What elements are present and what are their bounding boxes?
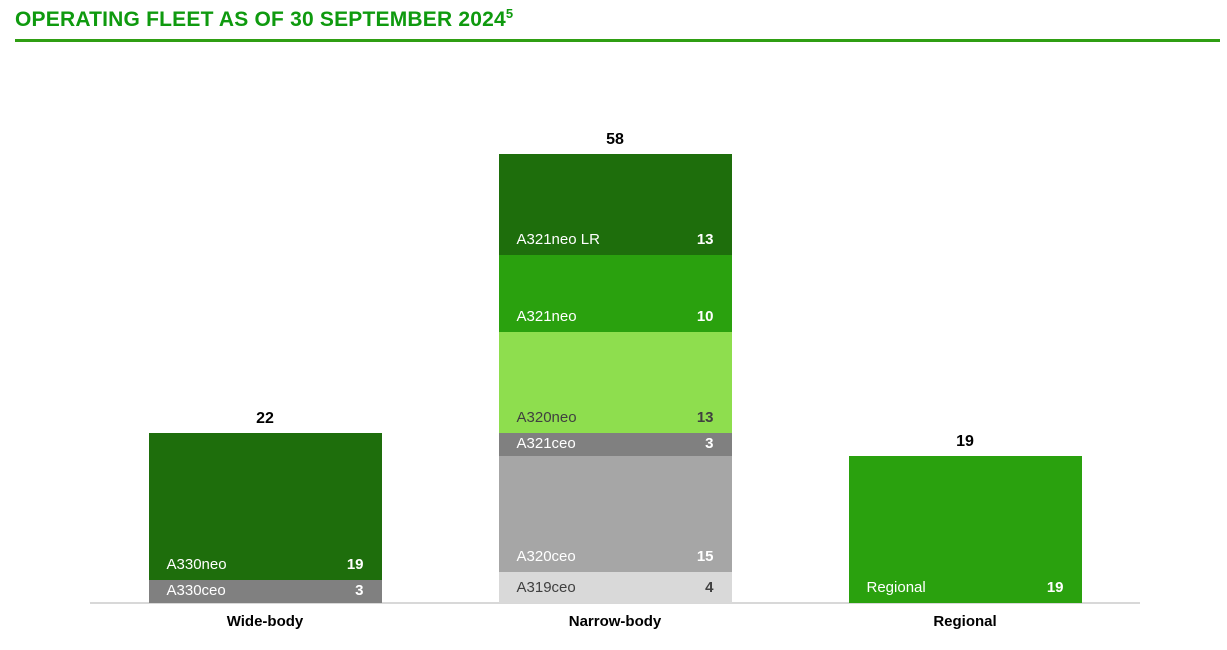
segment-value: 3 — [705, 435, 714, 453]
segment-value: 19 — [1046, 578, 1064, 596]
segment-name: A321ceo — [516, 435, 576, 453]
page-title: OPERATING FLEET AS OF 30 SEPTEMBER 20245 — [15, 6, 514, 32]
bar-total: 58 — [606, 131, 624, 148]
segment-label-row: A330neo 19 — [149, 556, 382, 574]
category-label: Regional — [933, 613, 997, 630]
x-axis-line — [90, 602, 1140, 604]
bar-segment: A320neo 13 — [498, 332, 732, 433]
title-underline — [15, 39, 1220, 42]
segment-label-row: A320neo 13 — [499, 409, 732, 427]
bar-segment: A321neo 10 — [498, 254, 732, 333]
segment-label-row: A319ceo 4 — [499, 579, 732, 597]
segment-value: 10 — [696, 308, 714, 326]
segment-name: A321neo LR — [516, 230, 600, 248]
segment-label-row: A321ceo 3 — [499, 435, 732, 453]
bar-segment: A321neo LR 13 — [498, 154, 732, 255]
segment-name: Regional — [866, 578, 926, 596]
segment-label-row: A321neo LR 13 — [499, 231, 732, 249]
segment-label-row: A321neo 10 — [499, 308, 732, 326]
bar-segment: A320ceo 15 — [498, 455, 732, 573]
segment-value: 4 — [705, 578, 714, 596]
category-label: Wide-body — [226, 613, 304, 630]
bar-total: 19 — [956, 432, 974, 450]
segment-name: A320ceo — [516, 548, 576, 566]
segment-value: 13 — [696, 230, 714, 248]
title-text: OPERATING FLEET AS OF 30 SEPTEMBER 2024 — [15, 8, 506, 31]
title-superscript: 5 — [505, 6, 514, 21]
segment-name: A319ceo — [516, 578, 576, 596]
bar-segment: A319ceo 4 — [498, 572, 732, 603]
segment-label-row: A320ceo 15 — [499, 548, 732, 566]
segment-name: A321neo — [516, 308, 577, 326]
segment-name: A320neo — [516, 408, 577, 426]
segment-value: 15 — [696, 548, 714, 566]
segment-value: 13 — [696, 408, 714, 426]
segment-value: 3 — [355, 582, 364, 600]
bar-segment: Regional 19 — [848, 455, 1082, 603]
segment-label-row: A330ceo 3 — [149, 582, 382, 600]
bar-total: 22 — [256, 409, 274, 427]
bar-segment: A321ceo 3 — [498, 432, 732, 456]
bar-segment: A330neo 19 — [148, 432, 382, 580]
segment-value: 19 — [346, 555, 364, 573]
bar-segment: A330ceo 3 — [148, 579, 382, 603]
segment-label-row: Regional 19 — [849, 579, 1082, 597]
segment-name: A330neo — [166, 555, 227, 573]
category-label: Narrow-body — [568, 613, 662, 630]
segment-name: A330ceo — [166, 582, 226, 600]
